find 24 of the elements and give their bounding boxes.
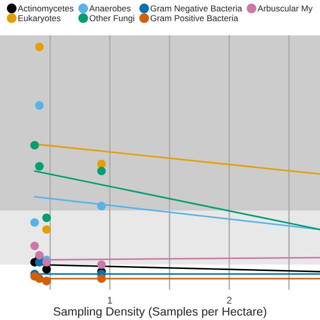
legend-label: Eukaryotes [18, 14, 60, 23]
point [35, 250, 44, 260]
legend-label: Actinomycetes [18, 5, 74, 14]
point [30, 218, 39, 227]
legend-label: Gram Negative Bacteria [150, 5, 242, 14]
point [35, 101, 44, 110]
point [35, 274, 44, 283]
x-tick-label: 1 [108, 296, 112, 304]
x-axis-title: Sampling Density (Samples per Hectare) [54, 306, 266, 318]
legend-label: Other Fungi [90, 14, 134, 23]
legend-label: Arbuscular My [258, 5, 313, 14]
point [97, 166, 106, 176]
point [97, 260, 106, 269]
legend-label: Anaerobes [89, 5, 131, 12]
point [42, 214, 51, 222]
legend-label: Gram Positive Bacteria [150, 14, 238, 22]
point [42, 225, 51, 234]
x-tick-label: 2 [227, 296, 232, 304]
point [97, 202, 106, 210]
point [35, 162, 44, 171]
point [30, 242, 39, 250]
point [35, 42, 44, 52]
point [42, 258, 51, 267]
point [97, 274, 106, 283]
